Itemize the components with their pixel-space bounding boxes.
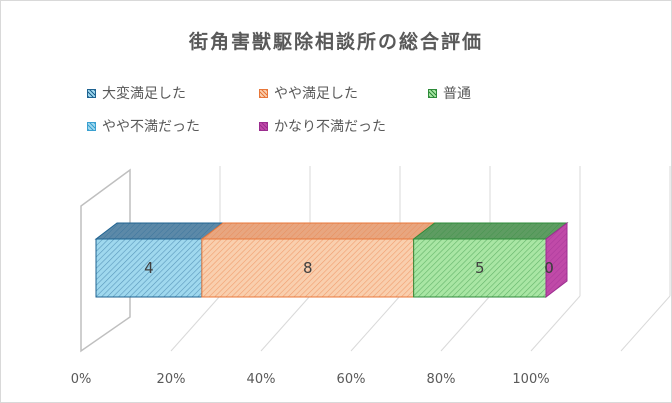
bar-top-series-3	[412, 222, 569, 240]
data-label-series-2: 8	[303, 259, 313, 277]
bar-top-series-1	[94, 222, 225, 240]
gridline-floor	[350, 295, 401, 352]
gridline-floor	[260, 295, 311, 352]
bar-series-2	[201, 238, 415, 298]
chart-title: 街角害獣駆除相談所の総合評価	[188, 31, 483, 53]
x-tick-label: 80%	[427, 372, 456, 387]
bar-series-3	[413, 238, 547, 298]
side-wall	[80, 168, 131, 353]
data-label-series-3: 5	[475, 259, 485, 277]
x-tick-label: 60%	[337, 372, 366, 387]
data-label-series-4: 0	[544, 259, 554, 277]
gridline-floor	[170, 295, 221, 352]
gridline-floor	[530, 295, 581, 352]
gridline-floor	[440, 295, 491, 352]
data-label-series-5: 0	[544, 259, 554, 277]
bar-top-series-2	[200, 222, 437, 240]
x-tick-label: 0%	[71, 372, 92, 387]
data-label-series-1: 4	[144, 259, 154, 277]
gridline-floor	[620, 295, 671, 352]
x-tick-label: 20%	[157, 372, 186, 387]
x-tick-label: 40%	[247, 372, 276, 387]
x-tick-label: 100%	[512, 372, 549, 387]
bar-end-face	[545, 221, 568, 299]
